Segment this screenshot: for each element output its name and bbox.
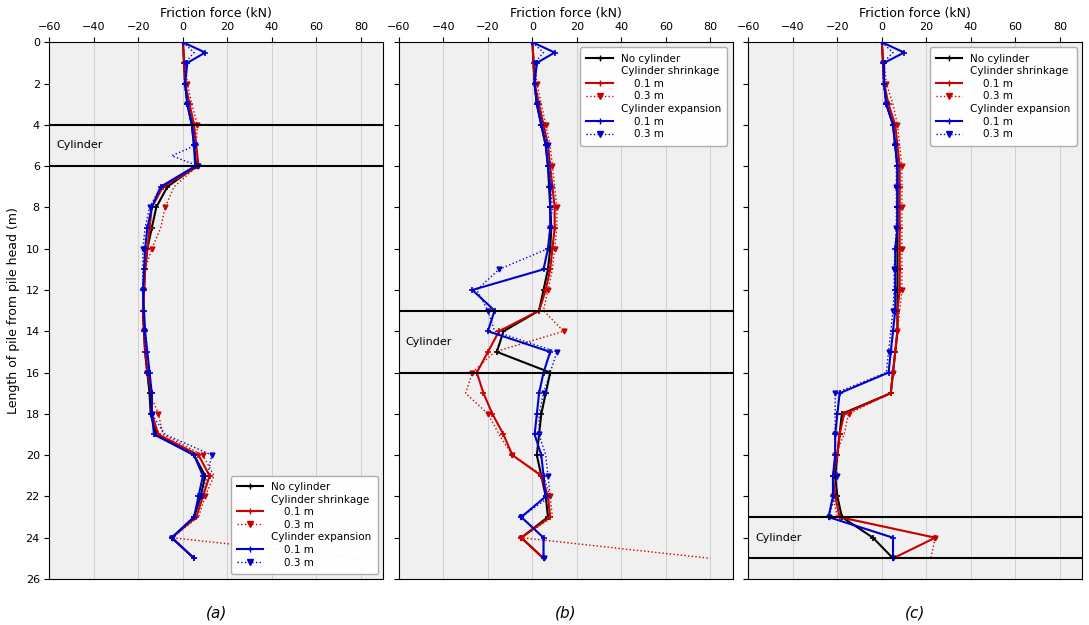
Text: (a): (a) [206,606,227,621]
Legend: No cylinder, Cylinder shrinkage,     0.1 m,     0.3 m, Cylinder expansion,     0: No cylinder, Cylinder shrinkage, 0.1 m, … [580,48,727,146]
X-axis label: Friction force (kN): Friction force (kN) [510,7,622,20]
Legend: No cylinder, Cylinder shrinkage,     0.1 m,     0.3 m, Cylinder expansion,     0: No cylinder, Cylinder shrinkage, 0.1 m, … [231,476,378,574]
X-axis label: Friction force (kN): Friction force (kN) [160,7,272,20]
Y-axis label: Length of pile from pile head (m): Length of pile from pile head (m) [7,207,20,414]
Text: (c): (c) [905,606,926,621]
Text: Cylinder: Cylinder [405,337,452,347]
Text: (b): (b) [555,606,576,621]
X-axis label: Friction force (kN): Friction force (kN) [859,7,971,20]
Text: Cylinder: Cylinder [57,141,102,151]
Text: Cylinder: Cylinder [755,532,802,542]
Legend: No cylinder, Cylinder shrinkage,     0.1 m,     0.3 m, Cylinder expansion,     0: No cylinder, Cylinder shrinkage, 0.1 m, … [930,48,1077,146]
